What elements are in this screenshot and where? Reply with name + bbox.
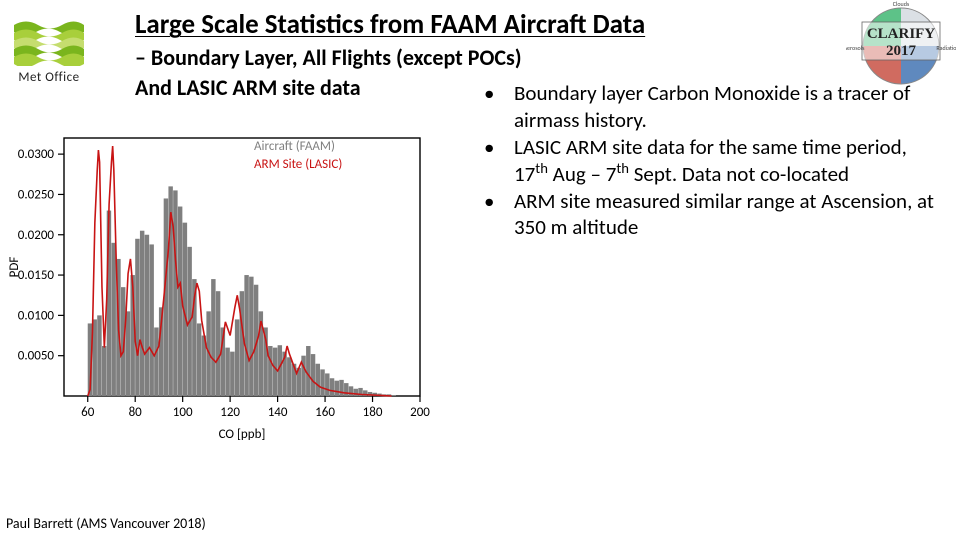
svg-text:Aerosols: Aerosols xyxy=(846,44,865,52)
svg-text:0.0300: 0.0300 xyxy=(18,147,55,162)
svg-text:CLARIFY: CLARIFY xyxy=(867,26,936,42)
svg-text:100: 100 xyxy=(173,405,193,420)
svg-text:140: 140 xyxy=(268,405,288,420)
svg-text:60: 60 xyxy=(81,405,95,420)
svg-text:0.0050: 0.0050 xyxy=(18,349,55,364)
svg-text:Aircraft (FAAM): Aircraft (FAAM) xyxy=(254,139,335,154)
svg-text:0.0100: 0.0100 xyxy=(18,308,55,323)
svg-text:160: 160 xyxy=(315,405,335,420)
slide-subtitle-1: – Boundary Layer, All Flights (except PO… xyxy=(135,44,522,71)
bullet-list: Boundary layer Carbon Monoxide is a trac… xyxy=(476,80,936,241)
met-office-logo: Met Office xyxy=(14,18,84,85)
svg-text:0.0150: 0.0150 xyxy=(18,268,55,283)
met-office-label: Met Office xyxy=(14,70,84,85)
svg-text:PDF: PDF xyxy=(7,257,22,278)
slide: Met Office CLARIFY2017 Clouds Aerosols Radi… xyxy=(0,0,960,540)
svg-text:80: 80 xyxy=(129,405,143,420)
bullet-item: ARM site measured similar range at Ascen… xyxy=(476,188,936,242)
svg-text:200: 200 xyxy=(410,405,430,420)
svg-text:0.0250: 0.0250 xyxy=(18,187,55,202)
slide-subtitle-2: And LASIC ARM site data xyxy=(135,74,361,101)
svg-text:Clouds: Clouds xyxy=(893,0,910,8)
footer-attribution: Paul Barrett (AMS Vancouver 2018) xyxy=(6,515,206,532)
svg-text:2017: 2017 xyxy=(886,43,917,59)
pdf-chart: 60 80 100 120 140 160 180 200 0.0050 0.0100 0.0150… xyxy=(4,126,444,456)
bullet-item: LASIC ARM site data for the same time pe… xyxy=(476,134,936,188)
slide-title: Large Scale Statistics from FAAM Aircraf… xyxy=(135,8,645,41)
bullet-item: Boundary layer Carbon Monoxide is a trac… xyxy=(476,80,936,134)
svg-text:Radiation: Radiation xyxy=(936,44,956,52)
svg-text:ARM Site (LASIC): ARM Site (LASIC) xyxy=(254,157,342,172)
svg-text:CO [ppb]: CO [ppb] xyxy=(219,427,266,442)
svg-text:180: 180 xyxy=(363,405,383,420)
svg-text:120: 120 xyxy=(220,405,240,420)
svg-text:0.0200: 0.0200 xyxy=(18,228,55,243)
